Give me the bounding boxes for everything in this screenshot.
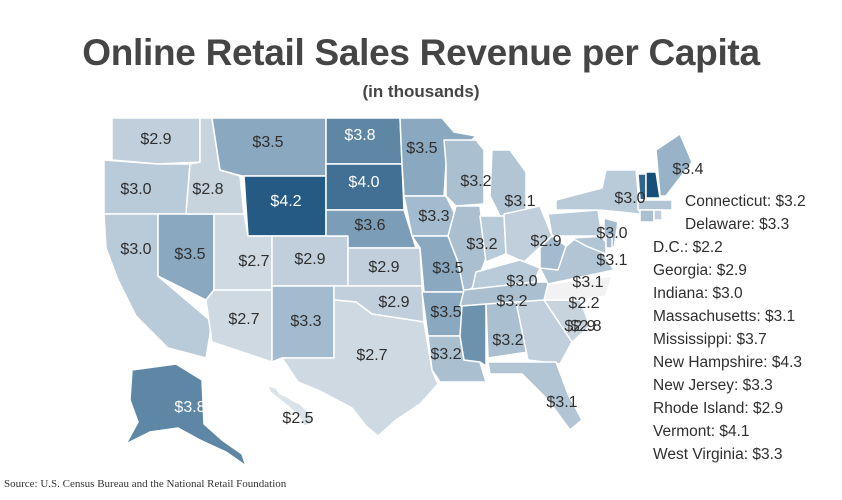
- legend-item: Indiana: $3.0: [653, 285, 743, 302]
- source-note: Source: U.S. Census Bureau and the Natio…: [4, 478, 287, 490]
- state-label-sd: $4.0: [348, 174, 379, 191]
- state-label-fl: $3.1: [546, 394, 577, 411]
- state-label-ks: $2.9: [368, 259, 399, 276]
- state-label-tx: $2.7: [356, 347, 387, 364]
- state-labels: $2.9 $3.0 $3.0 $3.5 $2.8 $3.5 $4.2 $2.7 $2.7 $2.9…: [120, 127, 703, 427]
- state-md: [571, 235, 607, 255]
- state-label-ny: $3.0: [614, 190, 645, 207]
- legend-item: New Jersey: $3.3: [653, 377, 773, 394]
- state-wi: [443, 139, 485, 207]
- state-wv: [539, 235, 567, 271]
- map-subtitle: (in thousands): [362, 82, 480, 101]
- legend-item: Vermont: $4.1: [653, 423, 750, 440]
- state-label-mt: $3.5: [252, 134, 283, 151]
- state-pa: [547, 209, 603, 237]
- state-label-ok: $2.9: [378, 294, 409, 311]
- state-label-ut: $2.7: [238, 253, 269, 270]
- state-nh: [645, 171, 661, 199]
- state-label-ca: $3.0: [120, 241, 151, 258]
- state-nc: [543, 275, 613, 301]
- legend-item: West Virginia: $3.3: [653, 446, 783, 463]
- state-label-nd: $3.8: [344, 127, 375, 144]
- state-label-ky: $3.0: [506, 273, 537, 290]
- state-tx: [281, 299, 439, 437]
- state-label-il: $3.2: [466, 236, 497, 253]
- state-label-ak: $3.8: [174, 399, 205, 416]
- state-oh: [503, 205, 553, 263]
- state-fl: [487, 361, 583, 431]
- state-label-hi: $2.5: [282, 410, 313, 427]
- state-label-nv: $3.5: [174, 246, 205, 263]
- state-label-me: $3.4: [672, 161, 703, 178]
- legend-item: Rhode Island: $2.9: [653, 400, 784, 417]
- state-label-la: $3.2: [430, 346, 461, 363]
- state-label-az: $2.7: [228, 311, 259, 328]
- state-label-co: $2.9: [294, 251, 325, 268]
- state-wa: [111, 117, 201, 165]
- state-label-mn: $3.5: [406, 140, 437, 157]
- state-hi: [267, 385, 313, 427]
- state-de: [605, 235, 613, 249]
- state-label-ga: $2.9: [564, 318, 595, 335]
- map-title: Online Retail Sales Revenue per Capita: [82, 32, 760, 73]
- state-label-al: $3.2: [492, 332, 523, 349]
- state-ga: [515, 299, 573, 365]
- state-label-wa: $2.9: [140, 131, 171, 148]
- legend-item: Delaware: $3.3: [685, 216, 790, 233]
- legend-item: D.C.: $2.2: [653, 239, 723, 256]
- state-ak: [125, 363, 247, 467]
- state-shapes: [103, 117, 693, 467]
- state-label-mi: $3.1: [504, 193, 535, 210]
- state-me: [655, 133, 693, 197]
- state-label-sc: $2.8: [570, 318, 601, 335]
- legend-item: New Hampshire: $4.3: [653, 354, 803, 371]
- state-ma: [637, 199, 673, 211]
- legend-item: Massachusetts: $3.1: [653, 308, 796, 325]
- state-label-wy: $4.2: [270, 193, 301, 210]
- state-label-ia: $3.3: [418, 208, 449, 225]
- legend-item: Connecticut: $3.2: [685, 193, 806, 210]
- legend-item: Mississippi: $3.7: [653, 331, 767, 348]
- state-label-tn: $3.2: [496, 293, 527, 310]
- legend-item: Georgia: $2.9: [653, 262, 747, 279]
- state-az: [205, 289, 273, 363]
- state-label-mo: $3.5: [432, 260, 463, 277]
- state-label-or: $3.0: [120, 181, 151, 198]
- state-label-ne: $3.6: [354, 217, 385, 234]
- state-ri: [653, 209, 663, 221]
- state-label-pa: $3.0: [596, 225, 627, 242]
- state-ct: [639, 209, 655, 223]
- state-ny: [555, 169, 641, 215]
- state-label-wi: $3.2: [460, 173, 491, 190]
- state-label-oh: $2.9: [530, 233, 561, 250]
- state-label-ar: $3.5: [430, 304, 461, 321]
- state-label-nc: $2.2: [568, 295, 599, 312]
- state-label-nm: $3.3: [290, 313, 321, 330]
- state-ky: [471, 259, 541, 291]
- state-label-md: $3.1: [596, 252, 627, 269]
- state-label-va: $3.1: [572, 274, 603, 291]
- state-label-id: $2.8: [192, 181, 223, 198]
- state-ms: [459, 303, 487, 367]
